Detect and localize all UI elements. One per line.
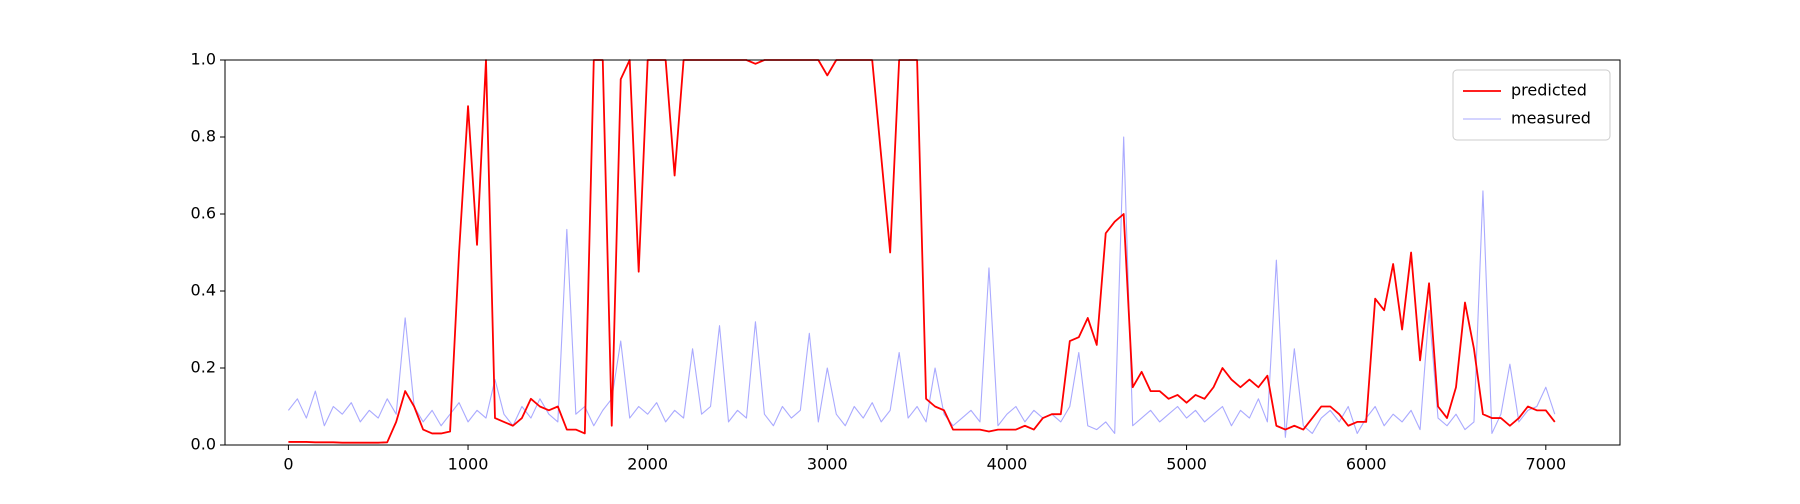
x-tick-label: 2000	[627, 455, 668, 474]
x-tick-label: 7000	[1525, 455, 1566, 474]
legend-box	[1452, 69, 1611, 141]
x-tick-label: 0	[283, 455, 293, 474]
y-tick-label: 0.0	[191, 435, 216, 454]
y-tick-label: 0.6	[191, 204, 216, 223]
x-tick-label: 1000	[448, 455, 489, 474]
y-tick-label: 1.0	[191, 50, 216, 69]
y-tick-label: 0.2	[191, 358, 216, 377]
x-tick-label: 4000	[987, 455, 1028, 474]
legend-label: predicted	[1511, 81, 1587, 100]
x-tick-label: 6000	[1346, 455, 1387, 474]
legend-label: measured	[1511, 109, 1591, 128]
series-line	[287, 136, 1556, 438]
x-tick-label: 3000	[807, 455, 848, 474]
plot-frame	[224, 59, 1621, 446]
series-line	[288, 59, 1556, 444]
y-tick-label: 0.8	[191, 127, 216, 146]
y-tick-label: 0.4	[191, 281, 216, 300]
x-tick-label: 5000	[1166, 455, 1207, 474]
